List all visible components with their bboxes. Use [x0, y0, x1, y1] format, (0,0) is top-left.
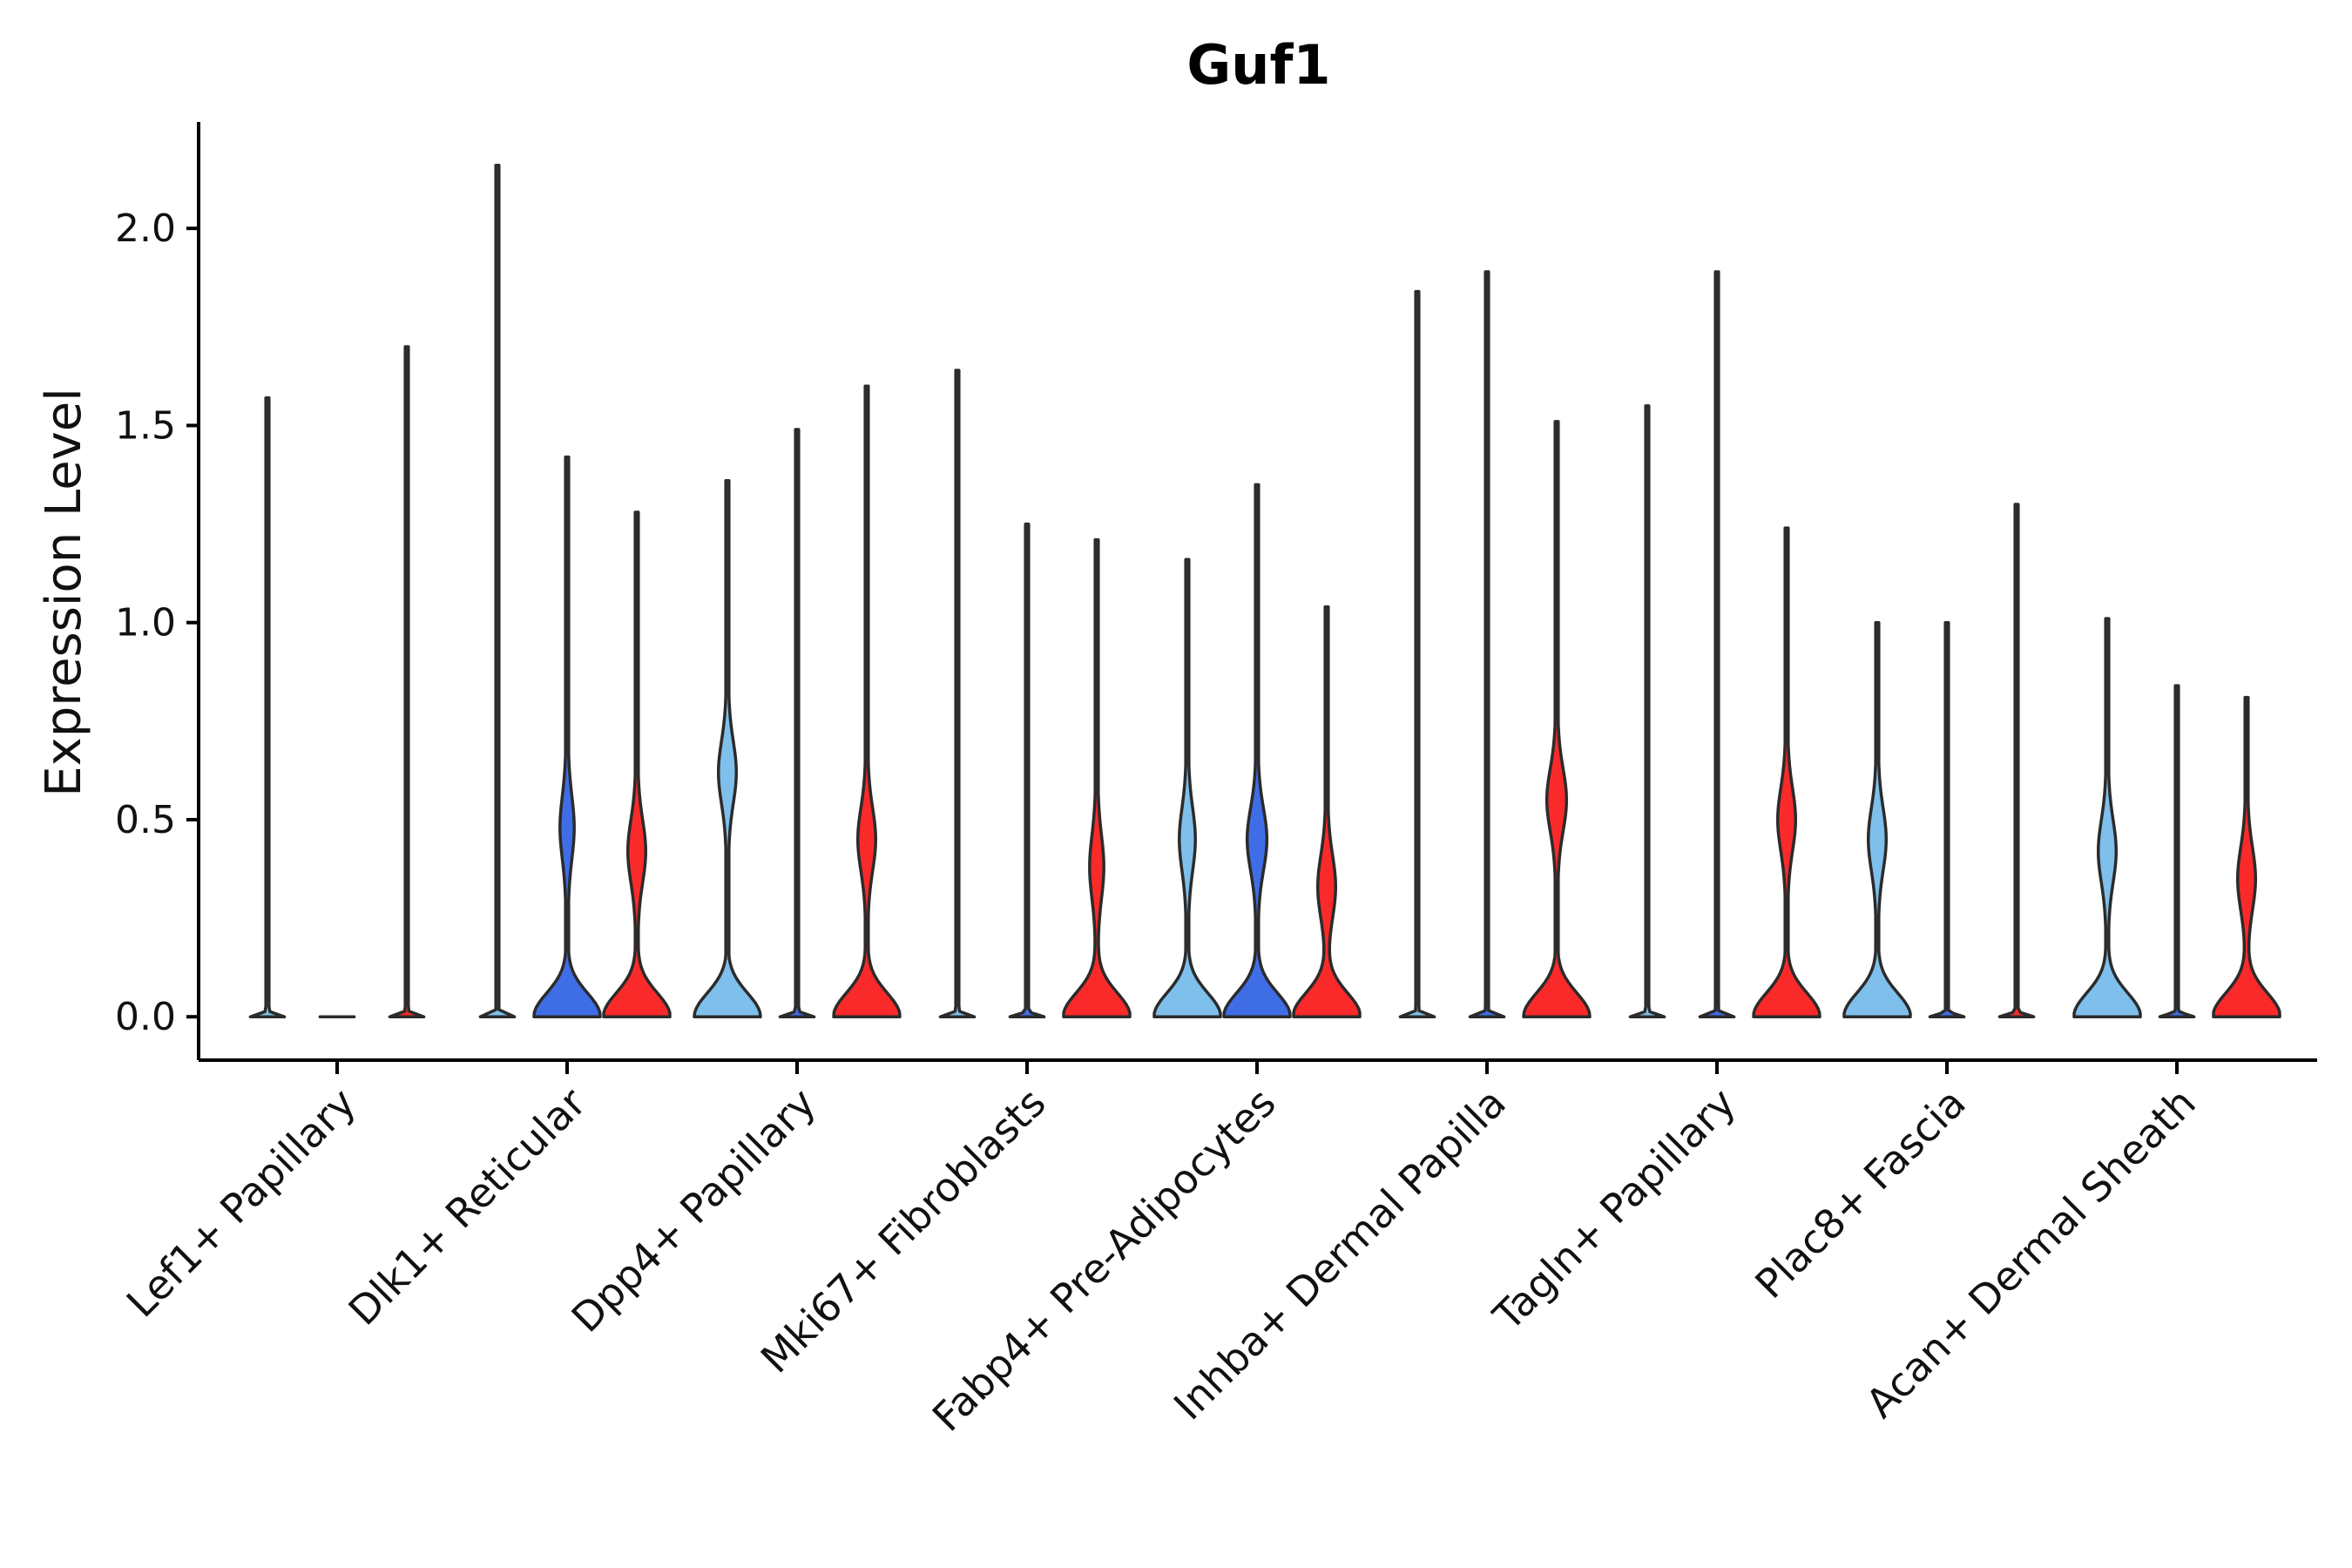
- x-category-label: Dlk1+ Reticular: [340, 1079, 595, 1335]
- violin-dark_blue: [1698, 270, 1736, 1018]
- violin-shape: [1928, 620, 1966, 1018]
- violin-shape: [532, 455, 602, 1018]
- violin-red: [1062, 537, 1132, 1018]
- violin-shape: [1292, 605, 1362, 1018]
- violin-shape: [2072, 617, 2142, 1018]
- violin-shape: [778, 428, 816, 1018]
- violin-shape: [2212, 695, 2281, 1018]
- violin-red: [602, 510, 672, 1018]
- violin-shape: [388, 345, 426, 1018]
- violin-shape: [1522, 420, 1592, 1018]
- violin-shape: [1398, 289, 1436, 1018]
- violin-light_blue: [938, 368, 977, 1018]
- violin-red: [1997, 503, 2036, 1018]
- violin-dark_blue: [1222, 483, 1292, 1018]
- y-tick-label: 1.5: [115, 403, 176, 448]
- violin-red: [1752, 526, 1821, 1018]
- violin-red: [1292, 605, 1362, 1018]
- violin-shape: [478, 164, 517, 1018]
- violin-light_blue: [248, 396, 287, 1018]
- x-category-label: Lef1+ Papillary: [118, 1079, 365, 1327]
- violin-shape: [602, 510, 672, 1018]
- axes-layer: 0.0 0.5 1.0 1.5 2.0: [115, 122, 2317, 1074]
- violin-shape: [1997, 503, 2036, 1018]
- violin-dark_blue: [1928, 620, 1966, 1018]
- violin-shape: [1062, 537, 1132, 1018]
- violin-dark_blue: [778, 428, 816, 1018]
- x-category-label: Dpp4+ Papillary: [563, 1079, 825, 1342]
- violin-shape: [1008, 522, 1046, 1018]
- y-tick-label: 2.0: [115, 206, 176, 251]
- violin-shape: [1152, 558, 1222, 1018]
- violin-shape: [248, 396, 287, 1018]
- violin-shape: [1842, 620, 1912, 1018]
- violin-light_blue: [1398, 289, 1436, 1018]
- violins-layer: [248, 164, 2281, 1018]
- violin-light_blue: [1842, 620, 1912, 1018]
- violin-red: [388, 345, 426, 1018]
- violin-dark_blue: [1468, 270, 1506, 1018]
- violin-shape: [1698, 270, 1736, 1018]
- violin-shape: [2158, 684, 2196, 1018]
- violin-light_blue: [2072, 617, 2142, 1018]
- violin-shape: [1752, 526, 1821, 1018]
- violin-light_blue: [693, 479, 762, 1018]
- violin-shape: [1628, 404, 1666, 1018]
- violin-dark_blue: [532, 455, 602, 1018]
- violin-shape: [1222, 483, 1292, 1018]
- x-category-label: Plac8+ Fascia: [1746, 1079, 1974, 1308]
- violin-red: [2212, 695, 2281, 1018]
- violin-shape: [832, 384, 902, 1018]
- violin-shape: [938, 368, 977, 1018]
- violin-light_blue: [1628, 404, 1666, 1018]
- violin-light_blue: [478, 164, 517, 1018]
- y-tick-label: 0.5: [115, 798, 176, 842]
- chart-title: Guf1: [1186, 33, 1330, 97]
- y-axis-label: Expression Level: [36, 388, 92, 797]
- x-category-label: Tagln+ Papillary: [1484, 1079, 1745, 1341]
- violin-red: [832, 384, 902, 1018]
- violin-shape: [693, 479, 762, 1018]
- violin-red: [1522, 420, 1592, 1018]
- violin-dark_blue: [1008, 522, 1046, 1018]
- violin-dark_blue: [2158, 684, 2196, 1018]
- y-tick-label: 0.0: [115, 995, 176, 1039]
- violin-light_blue: [1152, 558, 1222, 1018]
- violin-shape: [1468, 270, 1506, 1018]
- y-tick-label: 1.0: [115, 601, 176, 645]
